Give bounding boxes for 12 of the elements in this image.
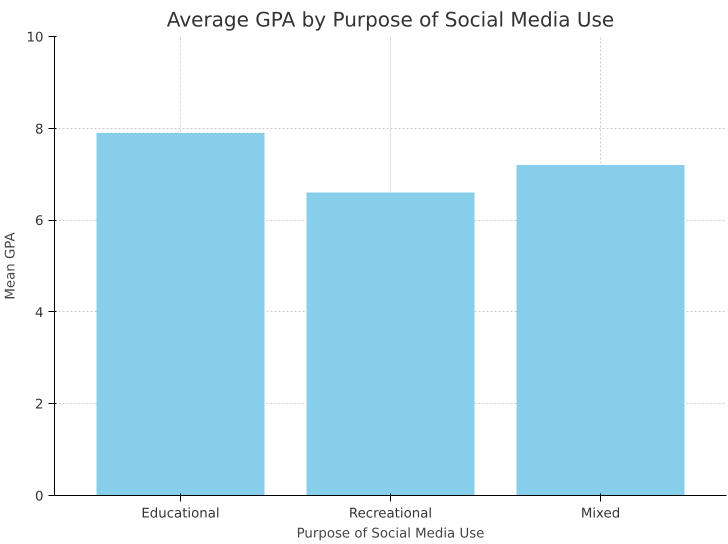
x-tick-label: Educational (141, 506, 220, 522)
chart-title: Average GPA by Purpose of Social Media Use (166, 8, 614, 32)
y-tick-label: 8 (35, 122, 44, 138)
y-tick-label: 0 (35, 490, 44, 504)
y-tick-label: 4 (35, 306, 44, 321)
x-tick-label: Recreational (348, 506, 432, 522)
y-axis-title: Mean GPA (4, 232, 19, 300)
y-tick-label: 10 (26, 30, 44, 46)
x-tick-label: Mixed (580, 506, 620, 522)
y-tick-label: 2 (35, 398, 44, 413)
x-axis-title: Purpose of Social Media Use (296, 526, 484, 542)
y-tick-label: 6 (35, 214, 44, 230)
